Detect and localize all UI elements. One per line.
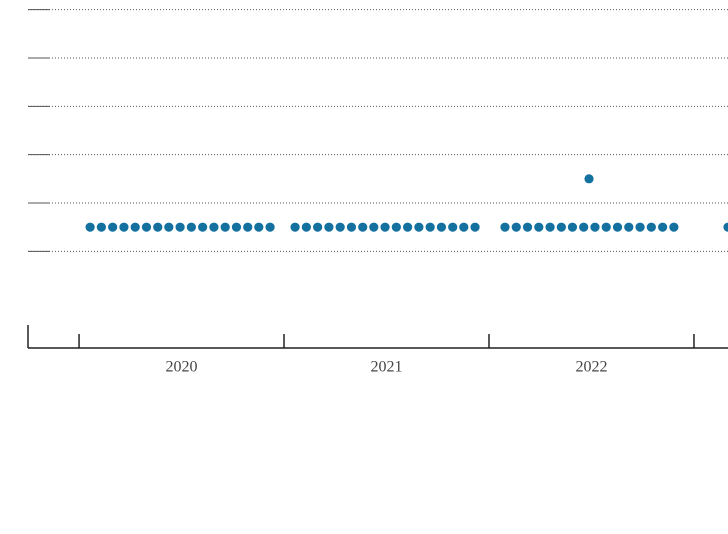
x-tick-label: 2021 (371, 359, 403, 376)
point (448, 222, 458, 232)
point (658, 222, 668, 232)
point (369, 222, 379, 232)
x-tick-label: 2020 (166, 359, 198, 376)
point (556, 222, 566, 232)
point (723, 222, 728, 232)
point (579, 222, 589, 232)
point (590, 222, 600, 232)
point (254, 222, 264, 232)
point (612, 222, 623, 232)
point (119, 222, 129, 232)
point (500, 222, 510, 232)
point (243, 222, 253, 232)
point (96, 222, 106, 232)
point (391, 222, 401, 232)
point (301, 222, 311, 232)
point (130, 222, 140, 232)
point (414, 222, 424, 232)
point (335, 222, 345, 232)
point (545, 222, 555, 232)
point (436, 222, 447, 232)
point (198, 222, 208, 232)
point (380, 222, 390, 232)
point (108, 222, 118, 232)
point (164, 222, 174, 232)
point (635, 222, 645, 232)
point (153, 222, 163, 232)
point (265, 222, 275, 232)
point (220, 222, 230, 232)
point (522, 222, 533, 232)
point (313, 222, 323, 232)
point (567, 222, 578, 232)
point (324, 222, 334, 232)
point (601, 222, 611, 232)
point (459, 222, 469, 232)
x-tick-label: 2022 (575, 359, 607, 376)
point (470, 222, 480, 232)
point (209, 222, 219, 232)
point (346, 222, 357, 232)
point (534, 222, 544, 232)
point (175, 222, 185, 232)
point (511, 222, 521, 232)
point (425, 222, 435, 232)
point (624, 222, 634, 232)
point (85, 222, 95, 232)
point (141, 222, 152, 232)
point (584, 174, 594, 184)
point (290, 222, 300, 232)
point (403, 222, 413, 232)
point (186, 222, 196, 232)
point (358, 222, 368, 232)
point (646, 222, 656, 232)
point (231, 222, 242, 232)
point (669, 222, 679, 232)
